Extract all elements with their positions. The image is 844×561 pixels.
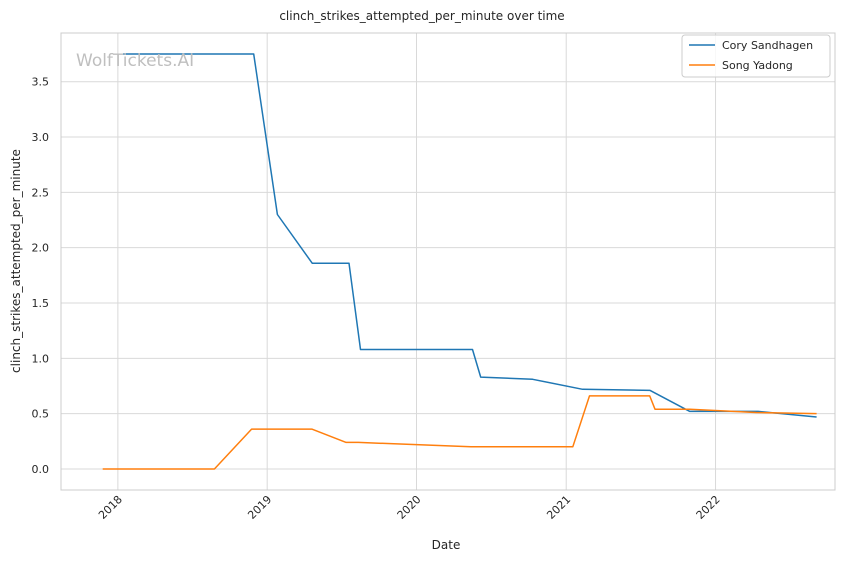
series-line-1 — [123, 53, 817, 418]
y-tick-labels: 0.0 0.5 1.0 1.5 2.0 2.5 3.0 3.5 — [32, 76, 50, 476]
legend-label: Song Yadong — [722, 59, 793, 72]
y-tick-label: 2.0 — [32, 242, 50, 255]
x-axis-label: Date — [432, 538, 461, 552]
y-tick-label: 3.0 — [32, 131, 50, 144]
plot-frame — [60, 32, 836, 491]
chart-title: clinch_strikes_attempted_per_minute over… — [279, 9, 564, 23]
watermark: WolfTickets.AI — [76, 51, 194, 71]
legend-box — [681, 34, 831, 78]
legend: Cory Sandhagen Song Yadong — [681, 34, 831, 78]
y-tick-label: 2.5 — [32, 186, 50, 199]
y-tick-label: 1.5 — [32, 297, 50, 310]
series-line-2 — [102, 395, 817, 470]
y-tick-label: 1.0 — [32, 352, 50, 365]
y-tick-label: 0.5 — [32, 408, 50, 421]
grid — [61, 33, 835, 490]
legend-label: Cory Sandhagen — [722, 39, 813, 52]
series-layer — [102, 53, 817, 470]
y-tick-label: 0.0 — [32, 463, 50, 476]
y-tick-label: 3.5 — [32, 76, 50, 89]
y-axis-label: clinch_strikes_attempted_per_minute — [9, 149, 23, 373]
